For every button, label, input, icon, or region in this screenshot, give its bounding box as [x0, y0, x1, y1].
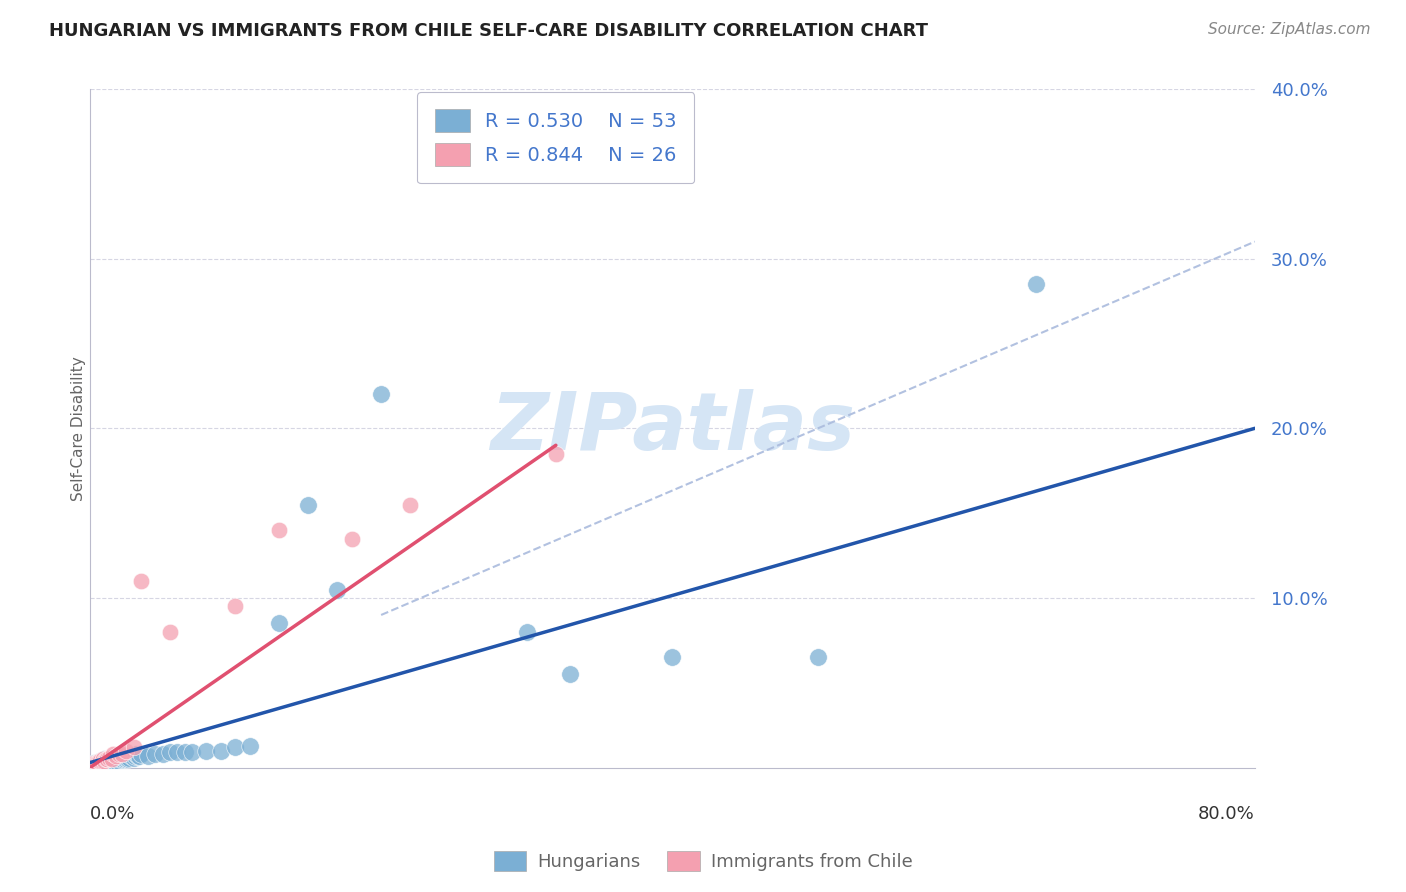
Point — [97, 750, 120, 764]
Point — [91, 754, 114, 768]
Point — [105, 754, 128, 768]
Point — [129, 747, 152, 761]
Point — [114, 752, 136, 766]
Legend: R = 0.530    N = 53, R = 0.844    N = 26: R = 0.530 N = 53, R = 0.844 N = 26 — [418, 92, 695, 184]
Point — [516, 624, 538, 639]
Point — [128, 748, 150, 763]
Point — [544, 447, 567, 461]
Point — [124, 748, 146, 763]
Point — [136, 748, 159, 763]
Point — [84, 756, 107, 770]
Point — [399, 498, 422, 512]
Point — [115, 744, 138, 758]
Point — [90, 756, 112, 770]
Point — [159, 746, 181, 760]
Point — [370, 387, 392, 401]
Point — [117, 752, 139, 766]
Point — [326, 582, 349, 597]
Point — [108, 754, 131, 768]
Point — [104, 752, 127, 766]
Point — [173, 746, 195, 760]
Point — [107, 752, 129, 766]
Point — [84, 757, 107, 772]
Point — [195, 744, 218, 758]
Point — [122, 740, 145, 755]
Point — [125, 747, 148, 761]
Point — [89, 754, 111, 768]
Point — [98, 754, 121, 768]
Point — [87, 754, 110, 768]
Point — [93, 756, 115, 770]
Text: ZIPatlas: ZIPatlas — [489, 389, 855, 467]
Y-axis label: Self-Care Disability: Self-Care Disability — [72, 356, 86, 500]
Point — [122, 750, 145, 764]
Point — [89, 754, 111, 768]
Point — [86, 756, 108, 770]
Point — [101, 747, 124, 761]
Point — [82, 757, 104, 772]
Text: 0.0%: 0.0% — [90, 805, 135, 823]
Point — [120, 748, 142, 763]
Text: Source: ZipAtlas.com: Source: ZipAtlas.com — [1208, 22, 1371, 37]
Point — [239, 739, 262, 753]
Point — [269, 523, 291, 537]
Point — [661, 650, 683, 665]
Point — [86, 756, 108, 770]
Point — [145, 747, 167, 761]
Point — [87, 756, 110, 770]
Point — [83, 756, 105, 770]
Point — [111, 747, 134, 761]
Point — [209, 744, 232, 758]
Point — [100, 752, 122, 766]
Point — [90, 754, 112, 768]
Point — [560, 667, 582, 681]
Point — [110, 752, 132, 766]
Point — [269, 616, 291, 631]
Point — [82, 757, 104, 772]
Point — [118, 750, 141, 764]
Point — [93, 754, 115, 768]
Point — [159, 624, 181, 639]
Point — [1025, 277, 1047, 291]
Point — [93, 752, 115, 766]
Point — [91, 752, 114, 766]
Point — [297, 498, 319, 512]
Point — [96, 752, 118, 766]
Point — [105, 748, 128, 763]
Point — [127, 748, 149, 763]
Point — [166, 746, 188, 760]
Point — [94, 752, 117, 766]
Point — [111, 752, 134, 766]
Point — [97, 756, 120, 770]
Point — [100, 752, 122, 766]
Point — [129, 574, 152, 588]
Point — [224, 599, 246, 614]
Point — [807, 650, 830, 665]
Legend: Hungarians, Immigrants from Chile: Hungarians, Immigrants from Chile — [486, 844, 920, 879]
Point — [340, 532, 363, 546]
Point — [96, 754, 118, 768]
Point — [115, 750, 138, 764]
Point — [101, 754, 124, 768]
Text: 80.0%: 80.0% — [1198, 805, 1256, 823]
Point — [83, 756, 105, 770]
Point — [224, 740, 246, 755]
Point — [152, 747, 174, 761]
Point — [108, 747, 131, 761]
Point — [180, 746, 202, 760]
Text: HUNGARIAN VS IMMIGRANTS FROM CHILE SELF-CARE DISABILITY CORRELATION CHART: HUNGARIAN VS IMMIGRANTS FROM CHILE SELF-… — [49, 22, 928, 40]
Point — [112, 750, 135, 764]
